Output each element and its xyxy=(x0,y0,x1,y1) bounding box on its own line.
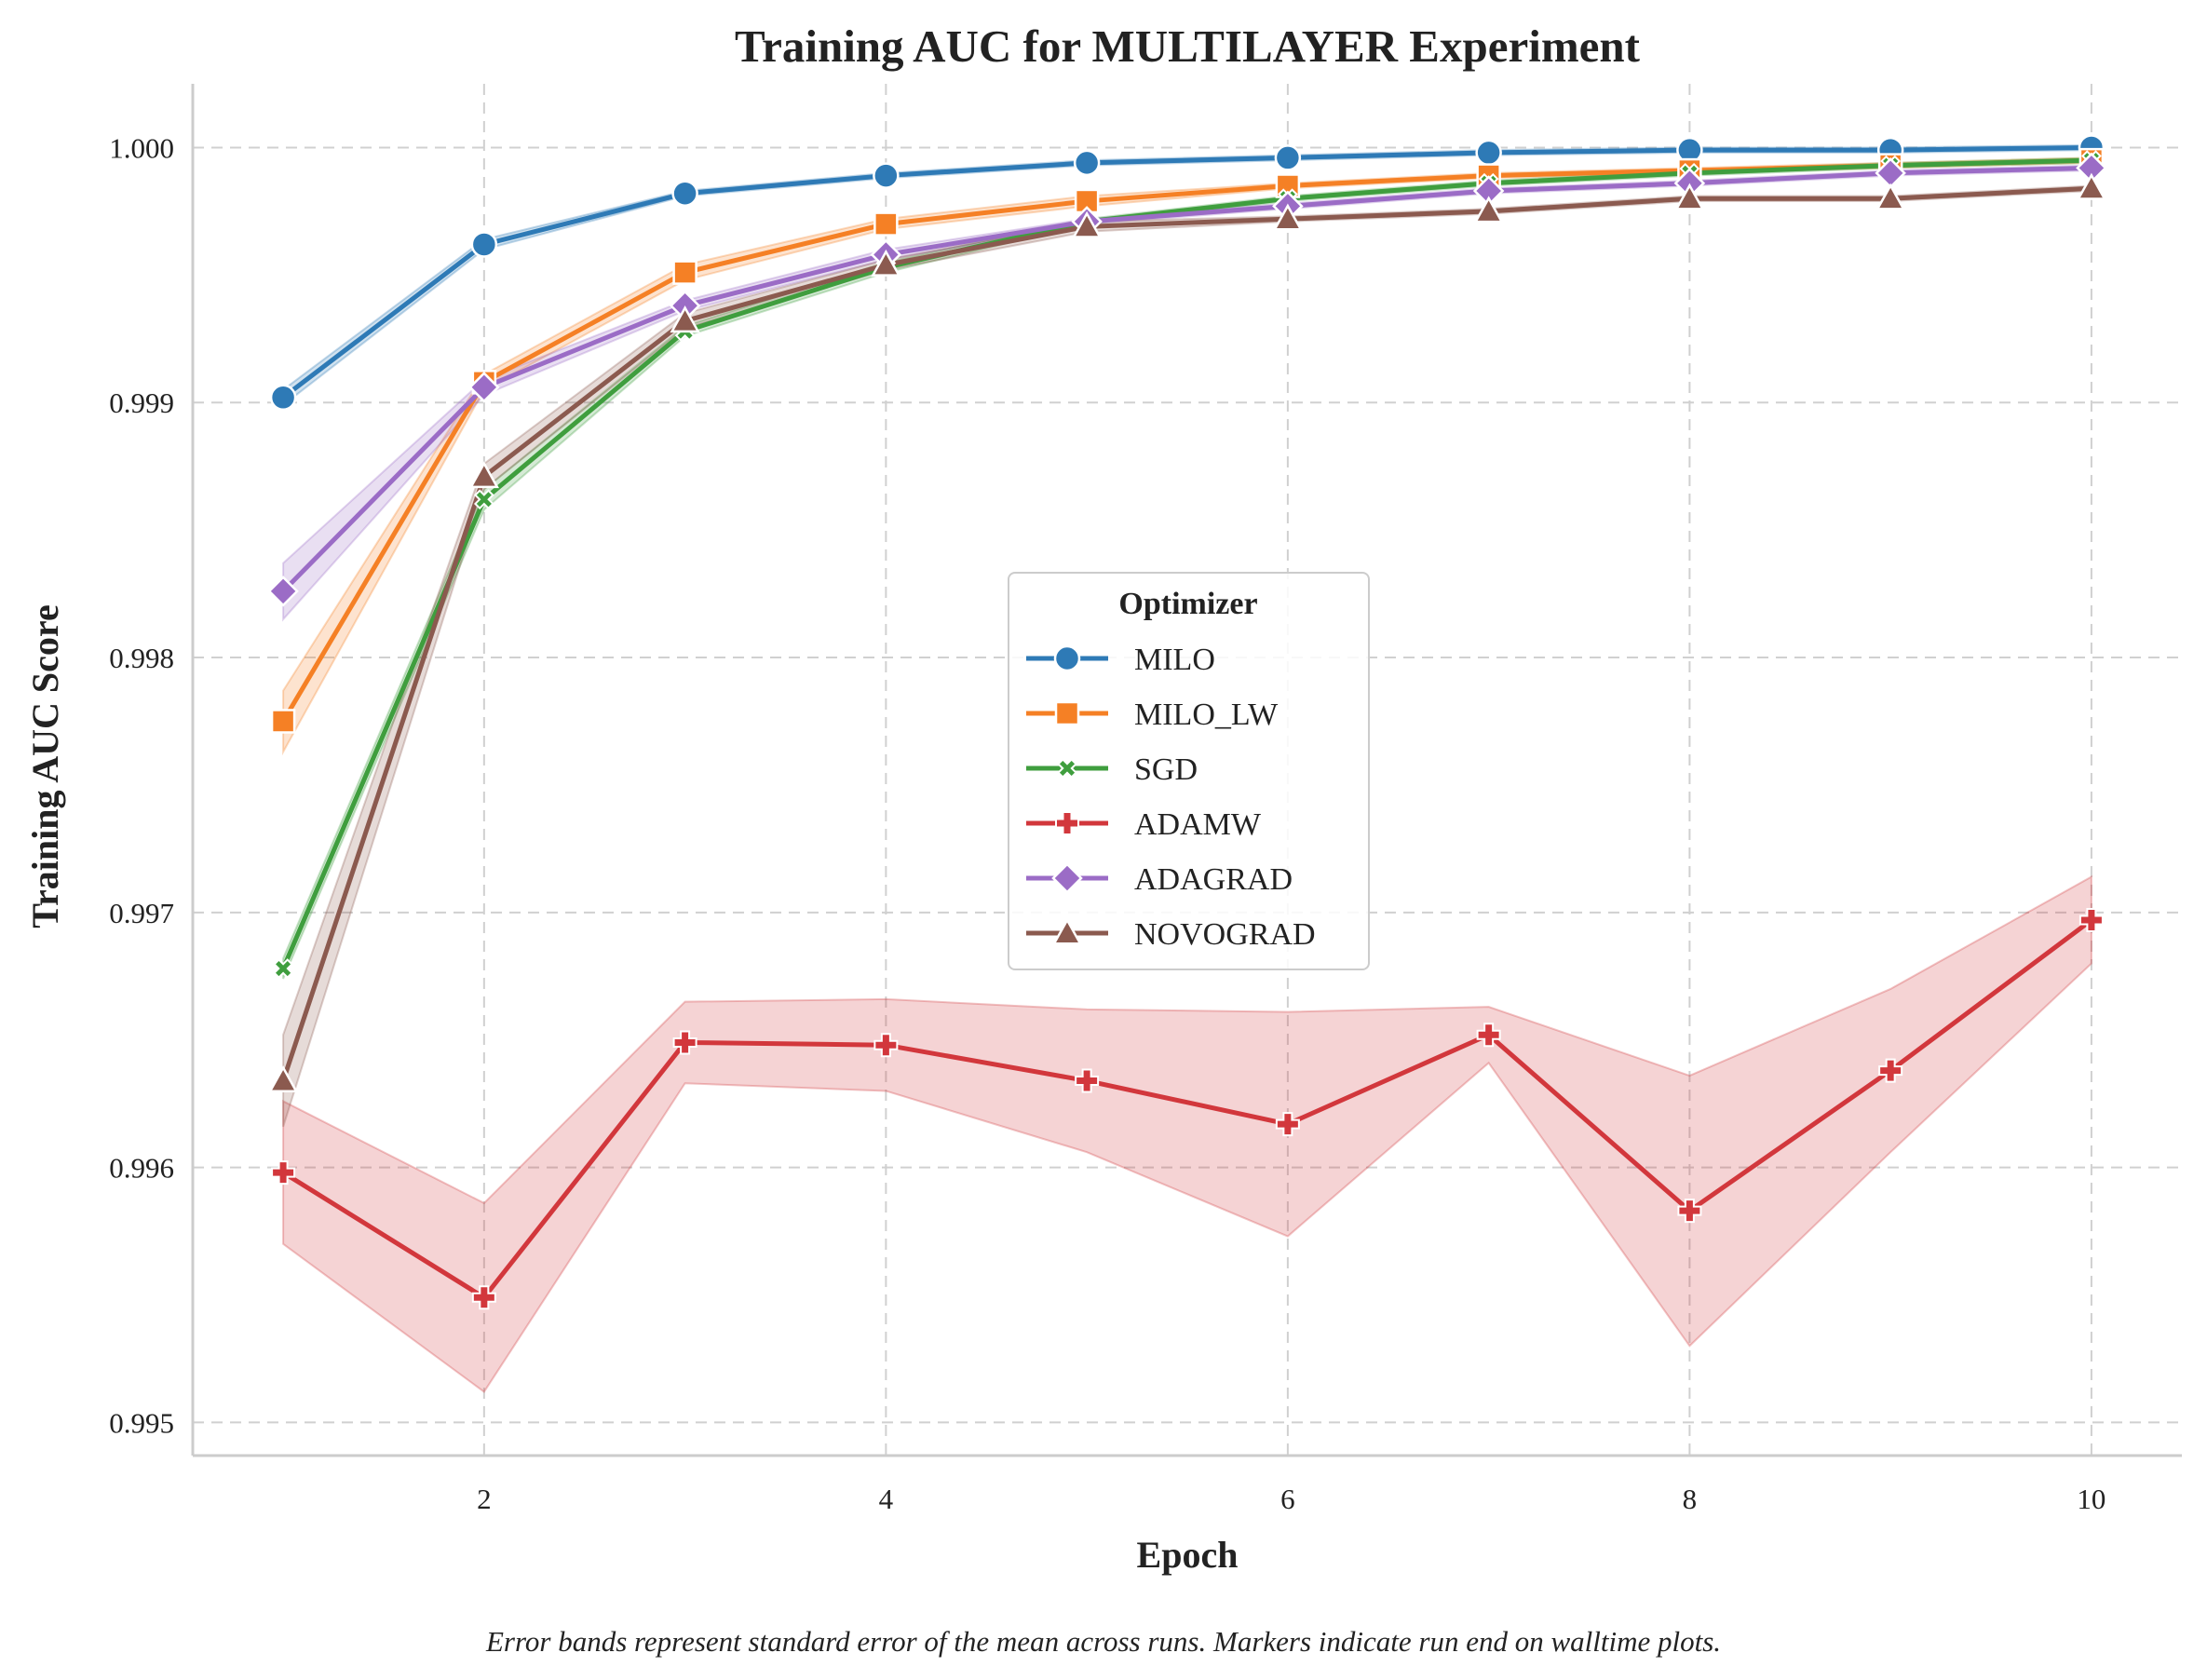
milo-point xyxy=(873,162,900,189)
adamw-line xyxy=(280,917,2094,1300)
legend-label-adamw: ADAMW xyxy=(1134,807,1262,842)
legend-label-novograd: NOVOGRAD xyxy=(1134,917,1316,952)
milo-lw-point xyxy=(672,260,697,285)
adagrad-point xyxy=(267,576,299,607)
legend: Optimizer MILO MILO_LW SGD ADAMW ADAGRAD NOVO… xyxy=(1008,572,1370,970)
series-markers xyxy=(267,134,2107,1310)
adamw-point xyxy=(471,1285,496,1310)
legend-label-sgd: SGD xyxy=(1134,752,1198,787)
legend-label-milo: MILO xyxy=(1134,643,1215,677)
adagrad-line xyxy=(280,165,2094,594)
novograd-point xyxy=(871,249,901,277)
novograd-point xyxy=(267,1064,299,1092)
legend-frame xyxy=(1008,572,1370,970)
x-axis-title: Epoch xyxy=(1137,1534,1239,1576)
axes xyxy=(191,84,2182,1457)
adamw-point xyxy=(1677,1199,1702,1224)
y-tick-label: 0.997 xyxy=(109,897,174,929)
legend-marker-milo-lw xyxy=(1054,700,1080,726)
sgd-point xyxy=(473,489,494,510)
novograd-point xyxy=(2076,172,2107,200)
adamw-point xyxy=(1878,1058,1903,1083)
novograd-point xyxy=(1875,183,1906,210)
novograd-line xyxy=(280,185,2094,1084)
milo-point xyxy=(1073,149,1101,177)
x-tick-label: 6 xyxy=(1280,1483,1295,1515)
novograd-point xyxy=(670,305,700,333)
milo-point xyxy=(1475,139,1502,167)
novograd-point xyxy=(1674,183,1705,210)
adamw-error-band xyxy=(282,874,2092,1393)
legend-label-adagrad: ADAGRAD xyxy=(1134,862,1293,897)
y-tick-label: 0.995 xyxy=(109,1406,174,1439)
novograd-point xyxy=(1272,203,1304,231)
legend-label-milo-lw: MILO_LW xyxy=(1134,698,1279,732)
legend-title: Optimizer xyxy=(1118,587,1257,621)
milo-lw-point xyxy=(270,709,296,734)
adamw-point xyxy=(271,1160,296,1185)
milo-point xyxy=(1274,144,1302,171)
tick-labels: 0.995 0.996 0.997 0.998 0.999 1.000 2 4 6 8 10 xyxy=(109,131,2105,1515)
adamw-point xyxy=(873,1033,899,1058)
series-lines xyxy=(280,144,2094,1300)
legend-marker-adamw xyxy=(1055,811,1079,835)
adamw-point xyxy=(1275,1112,1300,1137)
novograd-point xyxy=(1473,196,1504,224)
adamw-point xyxy=(672,1030,697,1055)
milo-line xyxy=(280,144,2094,400)
adamw-point xyxy=(1075,1068,1100,1093)
legend-marker-novograd xyxy=(1051,917,1083,945)
adagrad-point xyxy=(468,372,500,403)
milo-lw-point xyxy=(873,211,899,237)
legend-marker-adagrad xyxy=(1051,862,1083,894)
x-tick-label: 2 xyxy=(477,1483,492,1515)
sgd-point xyxy=(273,958,293,979)
novograd-point xyxy=(1071,210,1103,238)
novograd-point xyxy=(468,461,499,489)
adamw-point xyxy=(2078,908,2104,933)
sgd-line xyxy=(280,157,2094,971)
y-axis-title: Training AUC Score xyxy=(24,604,66,928)
milo-point xyxy=(671,180,698,207)
milo-point xyxy=(269,384,297,412)
legend-marker-sgd xyxy=(1057,758,1077,779)
caption: Error bands represent standard error of … xyxy=(485,1625,1721,1658)
y-tick-label: 0.996 xyxy=(109,1152,174,1185)
x-tick-label: 10 xyxy=(2077,1483,2105,1515)
y-tick-label: 0.998 xyxy=(109,642,174,674)
legend-marker-milo xyxy=(1053,644,1081,672)
y-tick-label: 0.999 xyxy=(109,386,174,419)
x-tick-label: 8 xyxy=(1683,1483,1698,1515)
x-tick-label: 4 xyxy=(879,1483,894,1515)
milo-point xyxy=(470,231,498,258)
y-tick-label: 1.000 xyxy=(109,131,174,164)
adamw-point xyxy=(1476,1023,1501,1048)
chart-title: Training AUC for MULTILAYER Experiment xyxy=(735,20,1641,72)
